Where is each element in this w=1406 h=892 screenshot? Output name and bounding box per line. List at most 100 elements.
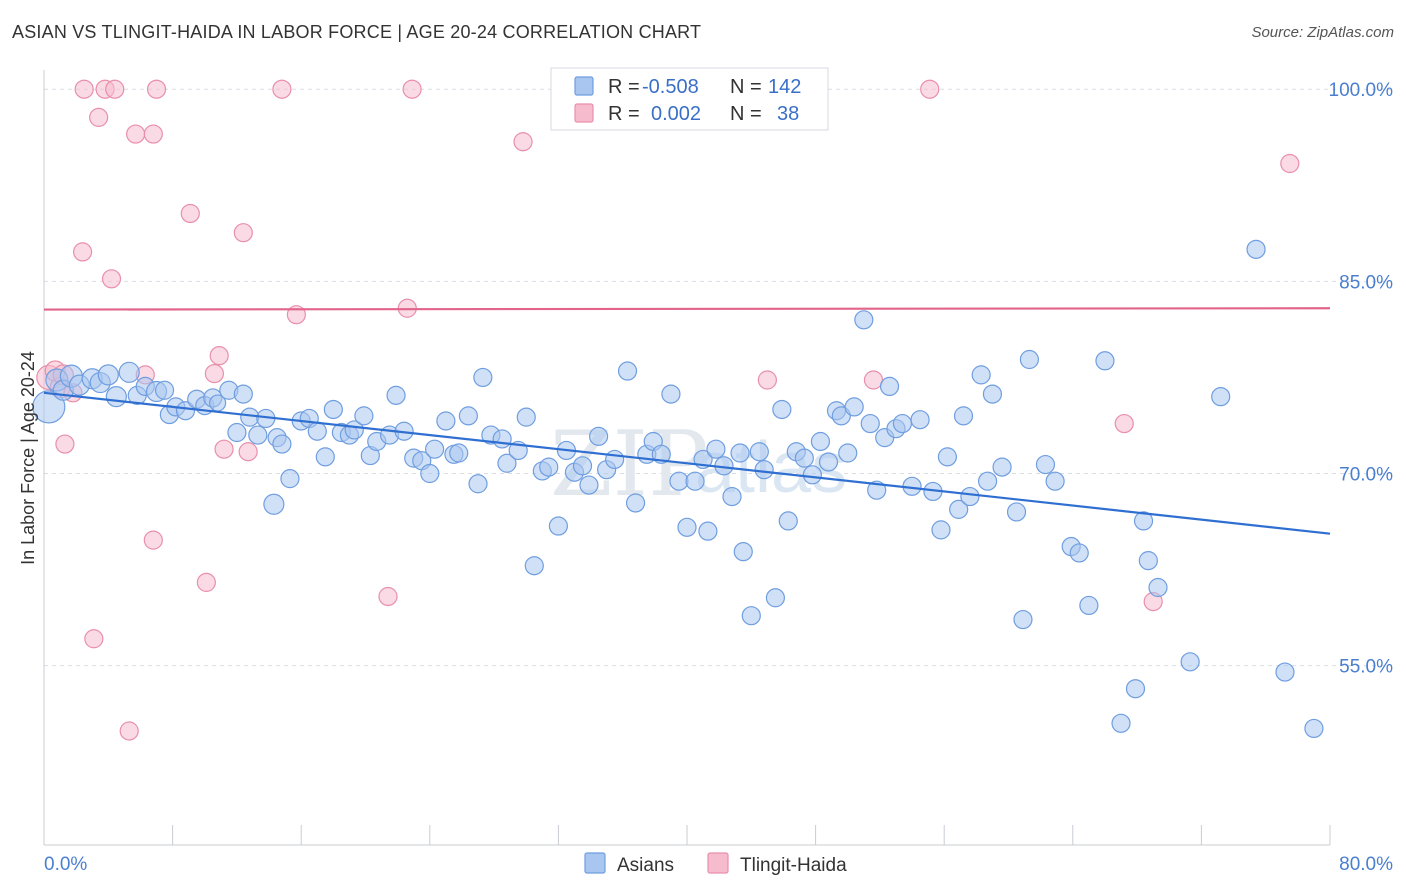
asian-point-97 — [818, 452, 839, 472]
asian-point-103 — [860, 413, 880, 434]
legend-r-label-asians: R = — [608, 76, 640, 98]
asian-point-70 — [605, 449, 625, 470]
asian-point-118 — [978, 471, 998, 491]
asian-point-125 — [1045, 471, 1065, 491]
asian-point-67 — [579, 475, 599, 495]
asian-point-25 — [248, 425, 268, 445]
asian-point-84 — [722, 486, 742, 507]
stats-legend: R = -0.508 N = 142 R = 0.002 N = 38 — [550, 67, 829, 131]
asian-point-87 — [741, 606, 761, 626]
asian-point-92 — [778, 511, 798, 531]
asian-point-66 — [572, 456, 593, 476]
asian-point-48 — [425, 439, 445, 459]
asian-point-133 — [1138, 551, 1158, 571]
asian-point-33 — [307, 421, 327, 441]
bottom-legend-tlingit-haida: Tlingit-Haida — [740, 855, 847, 876]
asian-point-121 — [1006, 502, 1027, 522]
asian-point-123 — [1019, 349, 1039, 370]
asian-point-52 — [458, 406, 478, 426]
tlingit-haida-point-32 — [757, 370, 777, 390]
asian-point-7 — [97, 364, 119, 386]
asian-point-104 — [867, 480, 887, 500]
bottom-legend-swatch-tlingit-haida — [707, 852, 729, 874]
asian-point-138 — [1275, 662, 1295, 682]
tlingit-haida-point-25 — [238, 442, 258, 462]
tlingit-haida-point-9 — [89, 107, 109, 127]
asian-point-96 — [810, 431, 831, 452]
asian-point-137 — [1246, 239, 1266, 259]
tlingit-haida-point-28 — [378, 586, 398, 607]
asian-point-115 — [953, 406, 974, 426]
asian-point-72 — [625, 493, 646, 513]
asian-point-119 — [982, 384, 1003, 404]
asian-point-56 — [492, 429, 512, 449]
tlingit-haida-point-26 — [272, 79, 292, 99]
asian-point-88 — [749, 442, 769, 462]
asian-point-79 — [685, 471, 705, 491]
asian-point-114 — [949, 499, 969, 519]
asian-point-90 — [765, 588, 786, 608]
asian-point-94 — [794, 448, 814, 468]
tlingit-haida-point-6 — [72, 242, 93, 262]
asian-point-113 — [937, 447, 958, 467]
tlingit-haida-point-35 — [1114, 413, 1134, 434]
tlingit-haida-point-22 — [209, 346, 229, 366]
asian-point-86 — [733, 542, 753, 562]
y-tick-label-0: 100.0% — [1329, 80, 1394, 101]
tlingit-haida-point-34 — [920, 79, 940, 99]
trend-line-tlingit-haida — [43, 307, 1331, 311]
bottom-legend-swatch-asians — [584, 852, 606, 874]
asian-point-23 — [233, 384, 253, 404]
asian-point-131 — [1125, 679, 1146, 699]
asian-point-9 — [118, 361, 140, 383]
x-tick-label-0: 0.0% — [44, 854, 87, 875]
tlingit-haida-point-12 — [105, 79, 125, 99]
x-tick-label-1: 80.0% — [1339, 854, 1393, 875]
y-tick-label-2: 70.0% — [1339, 465, 1393, 486]
tlingit-haida-point-8 — [84, 629, 104, 649]
asian-point-62 — [539, 457, 559, 477]
tlingit-haida-point-18 — [146, 79, 167, 99]
asian-point-78 — [677, 517, 697, 537]
trend-lines — [43, 307, 1331, 535]
asian-point-102 — [854, 310, 874, 330]
asian-point-81 — [698, 521, 718, 541]
asian-point-30 — [263, 493, 285, 515]
asian-point-57 — [497, 453, 517, 473]
tlingit-haida-point-7 — [74, 79, 94, 99]
asian-point-0 — [32, 390, 66, 424]
trend-line-asians — [43, 391, 1331, 535]
asian-point-13 — [154, 380, 175, 400]
series-legend: Asians Tlingit-Haida — [584, 852, 847, 876]
asian-point-124 — [1035, 454, 1056, 475]
tlingit-haida-point-21 — [204, 363, 224, 384]
asian-point-29 — [280, 469, 300, 489]
asian-points — [32, 239, 1324, 739]
x-tick-labels: 0.0% 80.0% — [44, 854, 1393, 875]
asian-point-85 — [730, 443, 750, 463]
tlingit-haida-point-24 — [233, 223, 253, 243]
asian-point-75 — [651, 444, 671, 464]
asian-point-134 — [1148, 577, 1168, 598]
asian-point-63 — [548, 516, 569, 536]
tlingit-haida-point-11 — [101, 269, 122, 289]
legend-n-value-tlingit: 38 — [777, 103, 799, 125]
asian-point-100 — [838, 443, 858, 463]
source-credit: Source: ZipAtlas.com — [1251, 24, 1394, 41]
asian-point-106 — [879, 376, 900, 397]
asian-point-112 — [931, 520, 951, 540]
asian-point-49 — [436, 411, 456, 431]
asian-point-35 — [323, 399, 343, 420]
asian-point-68 — [588, 426, 609, 446]
gridlines — [44, 88, 1393, 667]
asian-point-71 — [617, 361, 638, 381]
legend-n-label-asians: N = — [730, 76, 762, 98]
tlingit-haida-points — [36, 79, 1300, 741]
tlingit-haida-point-20 — [196, 572, 216, 592]
asian-point-54 — [473, 367, 493, 388]
asian-point-22 — [227, 422, 247, 443]
tlingit-haida-point-37 — [1280, 153, 1300, 174]
asian-point-76 — [661, 384, 681, 404]
asian-point-127 — [1069, 543, 1089, 563]
